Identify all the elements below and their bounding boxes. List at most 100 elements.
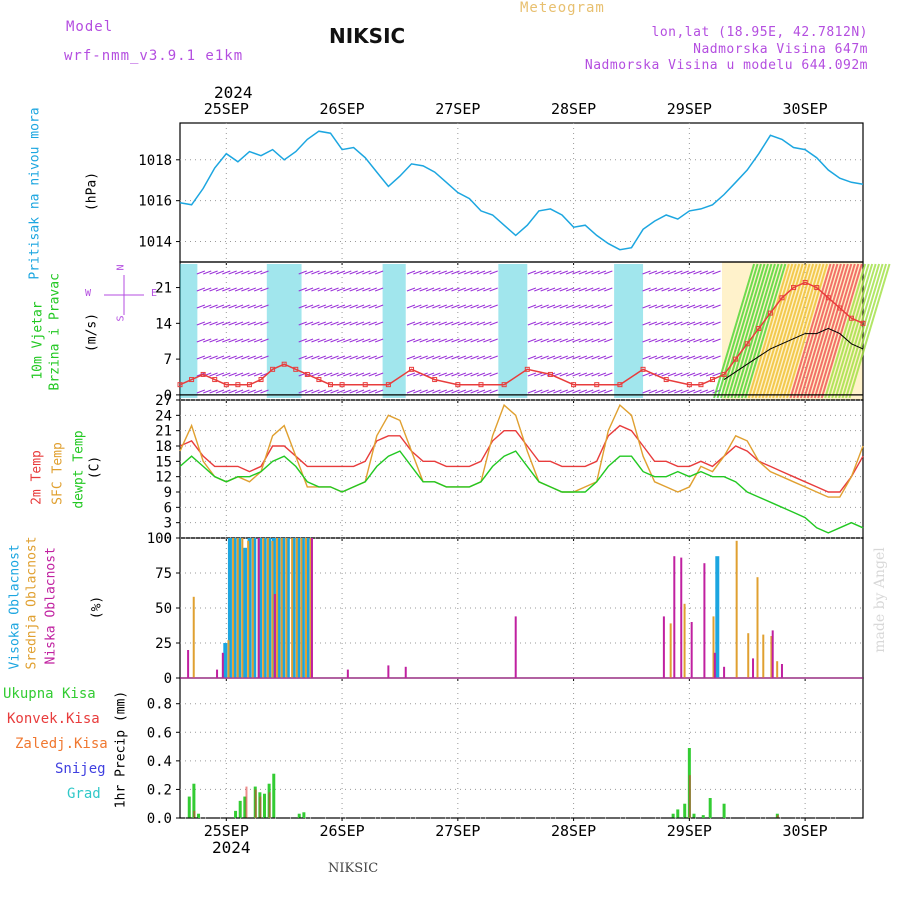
wind-arrow-strong: [775, 263, 818, 399]
wind-arrow: [527, 355, 537, 360]
wind-arrow: [196, 270, 206, 275]
wind-arrow-strong: [838, 263, 881, 399]
wind-arrow: [686, 321, 696, 326]
wind-arrow: [693, 338, 702, 343]
precip-bar: [692, 813, 696, 818]
wind-arrow: [572, 321, 581, 326]
wind-arrow: [457, 355, 467, 360]
wind-arrow: [642, 304, 651, 309]
wind-arrow: [343, 321, 352, 326]
wind-arrow: [362, 372, 371, 377]
wind-speed-point: [501, 382, 507, 388]
cloud-bar: [237, 538, 242, 678]
wind-arrow: [368, 389, 377, 394]
wind-arrow: [355, 372, 365, 377]
wind-arrow: [228, 372, 237, 377]
wind-arrow: [317, 321, 326, 326]
wind-arrow: [457, 270, 467, 275]
wind-arrow: [368, 287, 377, 292]
wind-arrow-strong: [796, 263, 839, 399]
wind-speed-point: [432, 377, 438, 383]
wind-arrow: [425, 338, 435, 343]
wind-arrow: [464, 321, 473, 326]
cloud-bar: [305, 538, 308, 678]
x-tick-bottom: 27SEP: [435, 822, 480, 840]
cloud-bar: [683, 603, 686, 678]
wind-speed-point: [547, 371, 553, 377]
wind-arrow: [241, 355, 250, 360]
cloud-bar: [192, 596, 195, 678]
wind-arrow-strong: [737, 263, 780, 399]
wind-arrow: [476, 321, 486, 326]
wind-arrow: [604, 270, 613, 275]
cloud-bar: [387, 665, 390, 678]
cloud-bar: [221, 652, 224, 678]
wind-arrow: [578, 321, 588, 326]
wind-arrow: [648, 372, 658, 377]
wind-arrow: [604, 355, 613, 360]
wind-arrow: [489, 304, 498, 309]
wind-arrow: [343, 372, 352, 377]
wind-arrow: [483, 389, 492, 394]
wind-arrow: [336, 389, 346, 394]
wind-arrow-strong: [810, 263, 853, 399]
wind-arrow-strong: [845, 263, 888, 399]
wind-arrow: [534, 321, 543, 326]
wind-arrow: [712, 338, 721, 343]
wind-arrow: [311, 304, 320, 309]
wind-arrow: [464, 338, 473, 343]
wind-arrow: [228, 355, 237, 360]
cloud-bar: [680, 557, 683, 678]
wind-arrow: [597, 372, 607, 377]
wind-arrow: [572, 355, 581, 360]
wind-arrow: [648, 321, 658, 326]
wind-arrow: [209, 355, 218, 360]
wind-arrow: [712, 372, 721, 377]
wind-arrow: [215, 287, 225, 292]
wind-speed-point: [594, 382, 600, 388]
wind-arrow: [425, 321, 435, 326]
wind-arrow: [585, 321, 594, 326]
cloud-bar: [770, 636, 773, 678]
wind-arrow: [572, 372, 581, 377]
wind-arrow: [222, 355, 231, 360]
panel-frame-temperature: [179, 399, 864, 539]
wind-arrow: [215, 270, 225, 275]
wind-arrow: [680, 304, 689, 309]
wind-speed-point: [409, 366, 415, 372]
precip-bar: [688, 775, 691, 818]
wind-arrow: [527, 372, 537, 377]
wind-arrow: [234, 338, 244, 343]
wind-speed-line: [179, 281, 864, 386]
wind-arrow: [655, 389, 664, 394]
wind-arrow: [712, 304, 721, 309]
wind-arrow: [699, 355, 709, 360]
cloud-bar: [404, 666, 407, 678]
wind-arrow: [597, 389, 607, 394]
cloud-bar: [291, 538, 296, 678]
wind-arrow: [642, 321, 651, 326]
wind-arrow: [578, 338, 588, 343]
y-tick-label-temperature: 9: [164, 485, 172, 501]
wind-arrow: [203, 304, 212, 309]
wind-arrow: [699, 287, 709, 292]
wind-speed-point: [316, 377, 322, 383]
y-tick-label-cloud: 100: [147, 531, 172, 547]
wind-arrow: [234, 389, 244, 394]
wind-arrow: [470, 287, 479, 292]
wind-arrow: [553, 389, 562, 394]
wind-arrow: [464, 270, 473, 275]
wind-arrow: [553, 304, 562, 309]
wind-speed-point: [721, 371, 727, 377]
wind-arrow: [336, 270, 346, 275]
wind-arrow: [432, 287, 441, 292]
y-tick-label-pressure: 1018: [138, 153, 172, 169]
cloud-bar: [241, 538, 244, 678]
wind-arrow: [336, 355, 346, 360]
wind-arrow: [572, 304, 581, 309]
wind-arrow: [559, 287, 568, 292]
cloud-bar: [267, 538, 272, 678]
wind-speed-point: [189, 377, 195, 383]
y-tick-label-wind: 21: [155, 281, 172, 297]
cloud-bar: [295, 538, 298, 678]
